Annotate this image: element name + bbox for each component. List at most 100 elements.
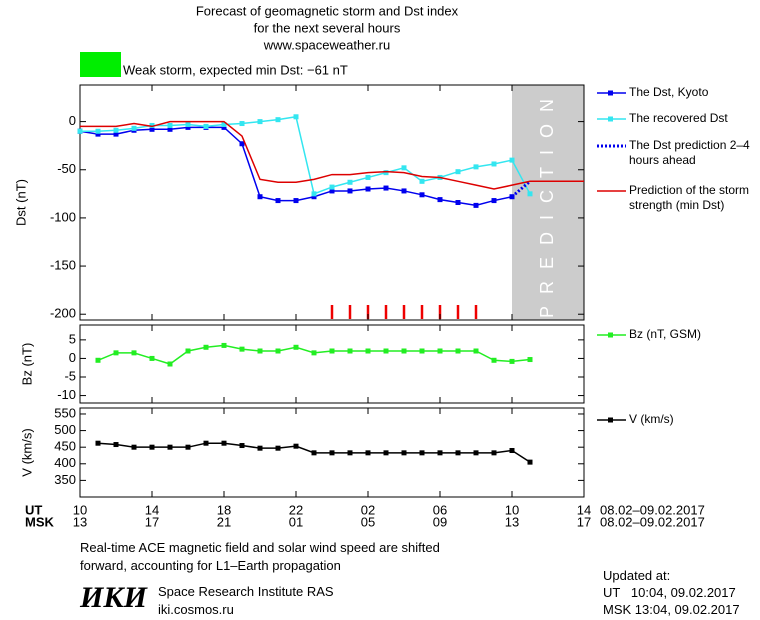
data-point: [473, 348, 479, 354]
legend-marker: [608, 116, 613, 122]
chart-subtitle: for the next several hours: [254, 20, 401, 35]
data-point: [275, 198, 281, 204]
data-point: [77, 128, 83, 134]
date-range: 08.02–09.02.2017: [600, 514, 705, 529]
data-point: [473, 164, 479, 170]
data-point: [203, 123, 209, 129]
data-point: [509, 194, 515, 200]
x-tick-label-msk: 01: [289, 514, 303, 529]
x-tick-label-msk: 05: [361, 514, 375, 529]
data-point: [293, 114, 299, 120]
y-tick-label: 400: [54, 455, 76, 470]
y-tick-label: -50: [57, 161, 76, 176]
y-tick-label: 0: [69, 113, 76, 128]
data-point: [185, 124, 191, 130]
data-point: [149, 355, 155, 361]
data-point: [239, 346, 245, 352]
data-point: [221, 121, 227, 127]
data-point: [149, 444, 155, 450]
data-point: [455, 169, 461, 175]
plot-frame: [79, 84, 585, 321]
y-tick-label: -10: [57, 387, 76, 402]
legend-marker: [608, 332, 613, 338]
data-point: [275, 445, 281, 451]
data-point: [491, 357, 497, 363]
y-tick-label: -200: [50, 306, 76, 321]
x-tick-label-msk: 13: [73, 514, 87, 529]
data-point: [365, 450, 371, 456]
data-point: [329, 184, 335, 190]
data-point: [347, 348, 353, 354]
updated-label: Updated at:: [603, 568, 671, 583]
y-tick-label: 450: [54, 439, 76, 454]
data-point: [167, 361, 173, 367]
data-point: [329, 188, 335, 194]
data-point: [401, 188, 407, 194]
data-point: [275, 348, 281, 354]
data-point: [95, 128, 101, 134]
data-point: [419, 348, 425, 354]
data-point: [167, 122, 173, 128]
y-tick-label: -100: [50, 209, 76, 224]
y-tick-label: 550: [54, 405, 76, 420]
data-point: [509, 157, 515, 163]
chart-subtitle: www.spaceweather.ru: [263, 37, 390, 52]
data-point: [311, 350, 317, 356]
y-axis-label: Dst (nT): [13, 179, 28, 226]
x-tick-label-msk: 17: [145, 514, 159, 529]
data-point: [257, 348, 263, 354]
y-tick-label: 350: [54, 472, 76, 487]
legend-marker: [608, 90, 613, 96]
data-point: [203, 344, 209, 350]
date-range: 08.02–09.02.2017: [600, 502, 705, 517]
legend-label: Prediction of the storm strength (min Ds…: [629, 183, 750, 212]
data-point: [383, 450, 389, 456]
data-point: [491, 198, 497, 204]
updated-msk: MSK 13:04, 09.02.2017: [603, 602, 740, 617]
x-tick-label: 14: [145, 502, 159, 517]
data-point: [131, 350, 137, 356]
data-point: [509, 448, 515, 454]
x-row-label: MSK: [25, 514, 55, 529]
data-point: [293, 344, 299, 350]
data-point: [185, 348, 191, 354]
x-tick-label-msk: 09: [433, 514, 447, 529]
institute: Space Research Institute RAS: [158, 584, 334, 599]
data-point: [113, 127, 119, 133]
legend-label: The Dst prediction 2–4 hours ahead: [629, 138, 750, 167]
data-point: [275, 117, 281, 123]
data-point: [509, 358, 515, 364]
data-point: [419, 450, 425, 456]
x-tick-label-msk: 21: [217, 514, 231, 529]
data-point: [383, 185, 389, 191]
prediction-zone: [512, 85, 584, 320]
data-point: [167, 444, 173, 450]
data-point: [221, 342, 227, 348]
data-point: [149, 126, 155, 132]
x-tick-label-msk: 17: [577, 514, 591, 529]
data-point: [239, 443, 245, 449]
data-point: [239, 121, 245, 127]
data-point: [167, 126, 173, 132]
data-point: [437, 450, 443, 456]
data-point: [311, 450, 317, 456]
data-point: [95, 131, 101, 137]
data-point: [527, 357, 533, 363]
data-point: [419, 178, 425, 184]
data-point: [203, 440, 209, 446]
x-tick-label: 10: [73, 502, 87, 517]
footer-note: Real-time ACE magnetic field and solar w…: [80, 540, 440, 555]
data-point: [239, 141, 245, 147]
x-tick-label-msk: 13: [505, 514, 519, 529]
footer-note: forward, accounting for L1–Earth propaga…: [80, 558, 341, 573]
data-point: [455, 450, 461, 456]
data-point: [455, 348, 461, 354]
data-point: [473, 450, 479, 456]
y-tick-label: 500: [54, 422, 76, 437]
legend-label: V (km/s): [629, 412, 674, 426]
data-point: [401, 348, 407, 354]
legend-label: Bz (nT, GSM): [629, 327, 702, 341]
x-row-label: UT: [25, 502, 42, 517]
